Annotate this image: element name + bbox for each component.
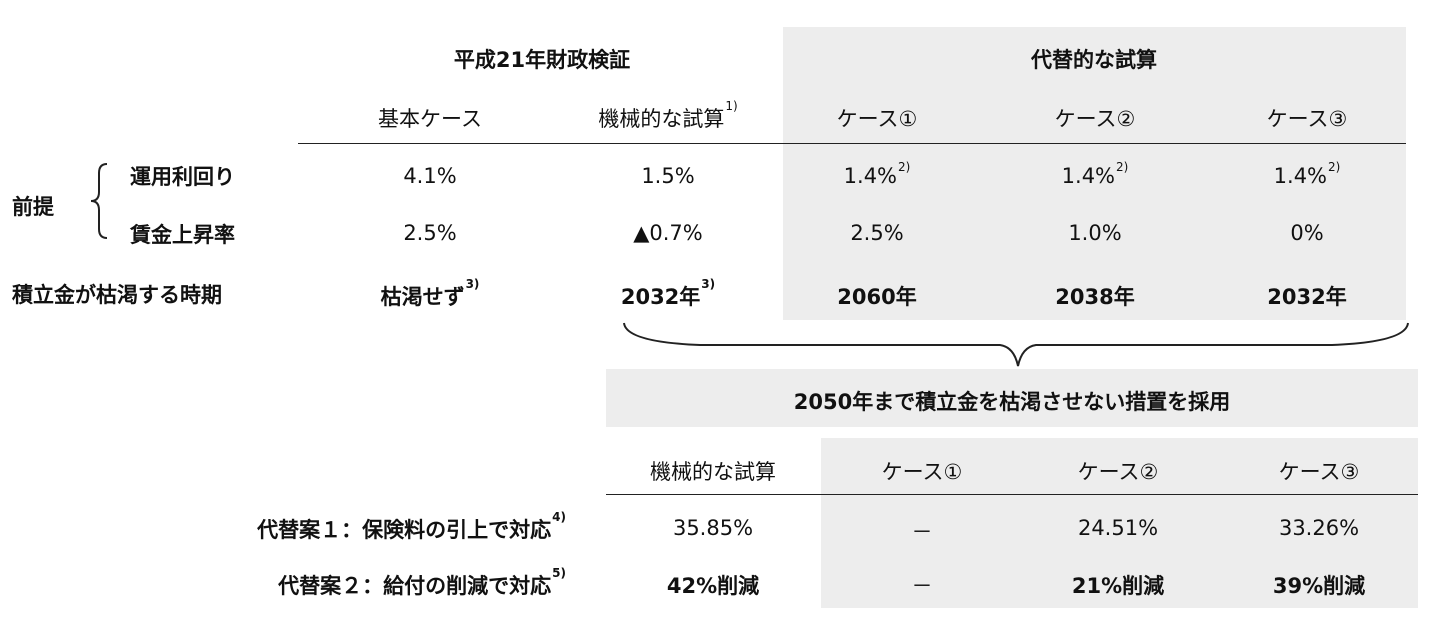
cell-depletion-case1: 2060年 bbox=[837, 285, 917, 309]
cell-depletion-case2: 2038年 bbox=[1055, 285, 1135, 309]
cell-depletion-mechanical: 2032年3) bbox=[620, 277, 716, 309]
alt2-case1: － bbox=[911, 574, 933, 598]
measure-banner-shade bbox=[606, 369, 1418, 427]
alt-calc-shade bbox=[783, 27, 1406, 320]
alt1-case3: 33.26% bbox=[1278, 516, 1360, 540]
bottom-col-header-case2: ケース② bbox=[1077, 460, 1159, 484]
cell-return-case2: 1.4%2) bbox=[1061, 160, 1129, 188]
col-header-case3: ケース③ bbox=[1266, 107, 1348, 131]
cell-return-case1: 1.4%2) bbox=[843, 160, 911, 188]
premise-label: 前提 bbox=[12, 195, 54, 219]
alt2-mechanical: 42%削減 bbox=[666, 574, 760, 598]
alt2-case2: 21%削減 bbox=[1071, 574, 1165, 598]
alt-plan-2-label: 代替案２：給付の削減で対応5) bbox=[278, 566, 566, 598]
bottom-col-header-case3: ケース③ bbox=[1278, 460, 1360, 484]
cell-wage-basic: 2.5% bbox=[403, 221, 457, 245]
bottom-col-header-mechanical: 機械的な試算 bbox=[650, 460, 776, 484]
col-header-basic: 基本ケース bbox=[378, 107, 482, 131]
cell-depletion-case3: 2032年 bbox=[1267, 285, 1347, 309]
cell-wage-case1: 2.5% bbox=[850, 221, 904, 245]
col-header-mechanical: 機械的な試算1) bbox=[598, 99, 738, 131]
alt1-case2: 24.51% bbox=[1077, 516, 1159, 540]
bottom-col-header-case1: ケース① bbox=[881, 460, 963, 484]
group-header-alt: 代替的な試算 bbox=[1031, 48, 1157, 72]
col-header-case2: ケース② bbox=[1054, 107, 1136, 131]
cell-depletion-basic: 枯渇せず3) bbox=[380, 277, 480, 309]
row-label-return: 運用利回り bbox=[130, 165, 235, 189]
row-label-wage: 賃金上昇率 bbox=[130, 223, 235, 247]
premise-brace bbox=[90, 163, 108, 239]
col-header-case1: ケース① bbox=[836, 107, 918, 131]
cell-return-case3: 1.4%2) bbox=[1273, 160, 1341, 188]
cell-wage-case2: 1.0% bbox=[1068, 221, 1122, 245]
bottom-table-header-rule bbox=[606, 494, 1418, 495]
group-header-h21: 平成21年財政検証 bbox=[453, 48, 631, 72]
top-table-header-rule bbox=[298, 143, 1406, 144]
alt1-mechanical: 35.85% bbox=[672, 516, 754, 540]
alt1-case1: － bbox=[911, 520, 933, 544]
measure-banner: 2050年まで積立金を枯渇させない措置を採用 bbox=[793, 390, 1231, 414]
bottom-table-shade bbox=[821, 438, 1418, 608]
cell-return-mechanical: 1.5% bbox=[641, 164, 695, 188]
alt2-case3: 39%削減 bbox=[1272, 574, 1366, 598]
alt-plan-1-label: 代替案１：保険料の引上で対応4) bbox=[257, 510, 566, 542]
cell-wage-mechanical: ▲0.7% bbox=[633, 221, 703, 245]
cell-return-basic: 4.1% bbox=[403, 164, 457, 188]
cell-wage-case3: 0% bbox=[1290, 221, 1324, 245]
grouping-brace bbox=[623, 322, 1409, 367]
row-label-depletion: 積立金が枯渇する時期 bbox=[12, 283, 222, 307]
